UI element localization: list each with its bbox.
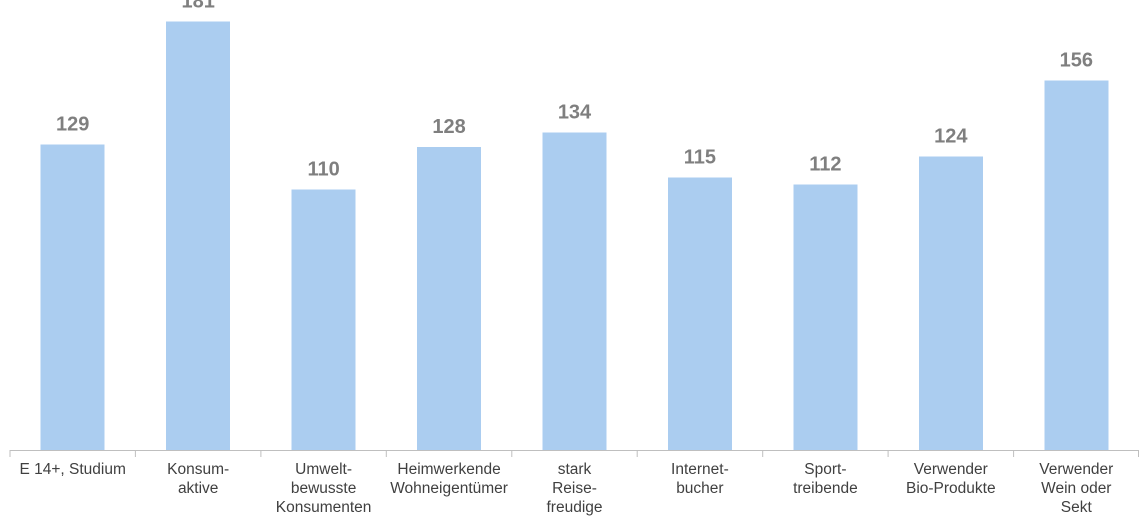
- category-label-8-line-1: Verwender: [914, 461, 988, 478]
- category-label-2: Konsum-aktive: [167, 461, 229, 497]
- category-label-9-line-2: Wein oder: [1041, 480, 1111, 497]
- category-label-4-line-1: Heimwerkende: [397, 461, 500, 478]
- value-label-6: 115: [684, 147, 716, 169]
- category-label-4-line-2: Wohneigentümer: [390, 480, 508, 497]
- bar-8: [918, 156, 983, 451]
- category-label-7-line-2: treibende: [793, 480, 858, 497]
- value-label-9: 156: [1060, 50, 1093, 72]
- category-label-6-line-2: bucher: [676, 480, 723, 497]
- value-label-8: 124: [934, 125, 968, 147]
- category-label-2-line-1: Konsum-: [167, 461, 229, 478]
- category-label-3-line-3: Konsumenten: [276, 499, 372, 516]
- value-label-1: 129: [56, 114, 89, 136]
- category-label-5-line-3: freudige: [546, 499, 602, 516]
- category-label-7: Sport-treibende: [793, 461, 858, 497]
- category-label-3-line-1: Umwelt-: [295, 461, 352, 478]
- category-label-8: Verwender Bio-Produkte: [906, 461, 996, 497]
- value-label-5: 134: [558, 102, 592, 124]
- category-label-1: E 14+, Studium: [19, 461, 125, 478]
- category-label-3-line-2: bewusste: [291, 480, 356, 497]
- bar-3: [291, 189, 356, 450]
- value-label-3: 110: [307, 159, 339, 181]
- bar-1: [40, 144, 105, 450]
- bar-6: [667, 177, 732, 450]
- category-label-6-line-1: Internet-: [671, 461, 729, 478]
- category-label-5-line-2: Reise-: [552, 480, 597, 497]
- value-label-2: 181: [182, 0, 215, 12]
- category-label-7-line-1: Sport-: [804, 461, 846, 478]
- bar-5: [542, 132, 607, 450]
- category-label-4: Heimwerkende Wohneigentümer: [390, 461, 508, 497]
- value-labels-group: 129 181 110 128 134 115 112 124 156: [56, 0, 1093, 181]
- category-label-2-line-2: aktive: [178, 480, 219, 497]
- category-label-5-line-1: stark: [558, 461, 592, 478]
- x-axis-ticks: [9, 450, 1139, 457]
- category-label-3: Umwelt-bewusste Konsumenten: [276, 461, 372, 516]
- category-label-6: Internet-bucher: [671, 461, 729, 497]
- bars-group: [40, 21, 1109, 451]
- value-label-7: 112: [809, 154, 841, 176]
- bar-2: [166, 21, 231, 451]
- category-label-1-line-1: E 14+, Studium: [19, 461, 125, 478]
- category-label-9-line-1: Verwender: [1039, 461, 1113, 478]
- bar-7: [793, 184, 858, 450]
- bar-4: [417, 146, 482, 451]
- category-label-9-line-3: Sekt: [1061, 499, 1093, 516]
- category-label-5: stark Reise-freudige: [546, 461, 602, 516]
- category-label-8-line-2: Bio-Produkte: [906, 480, 996, 497]
- category-labels-group: E 14+, Studium Konsum-aktive Umwelt-bewuss…: [19, 461, 1113, 516]
- bar-9: [1044, 80, 1109, 450]
- category-label-9: Verwender Wein oder Sekt: [1039, 461, 1113, 516]
- value-label-4: 128: [432, 116, 465, 138]
